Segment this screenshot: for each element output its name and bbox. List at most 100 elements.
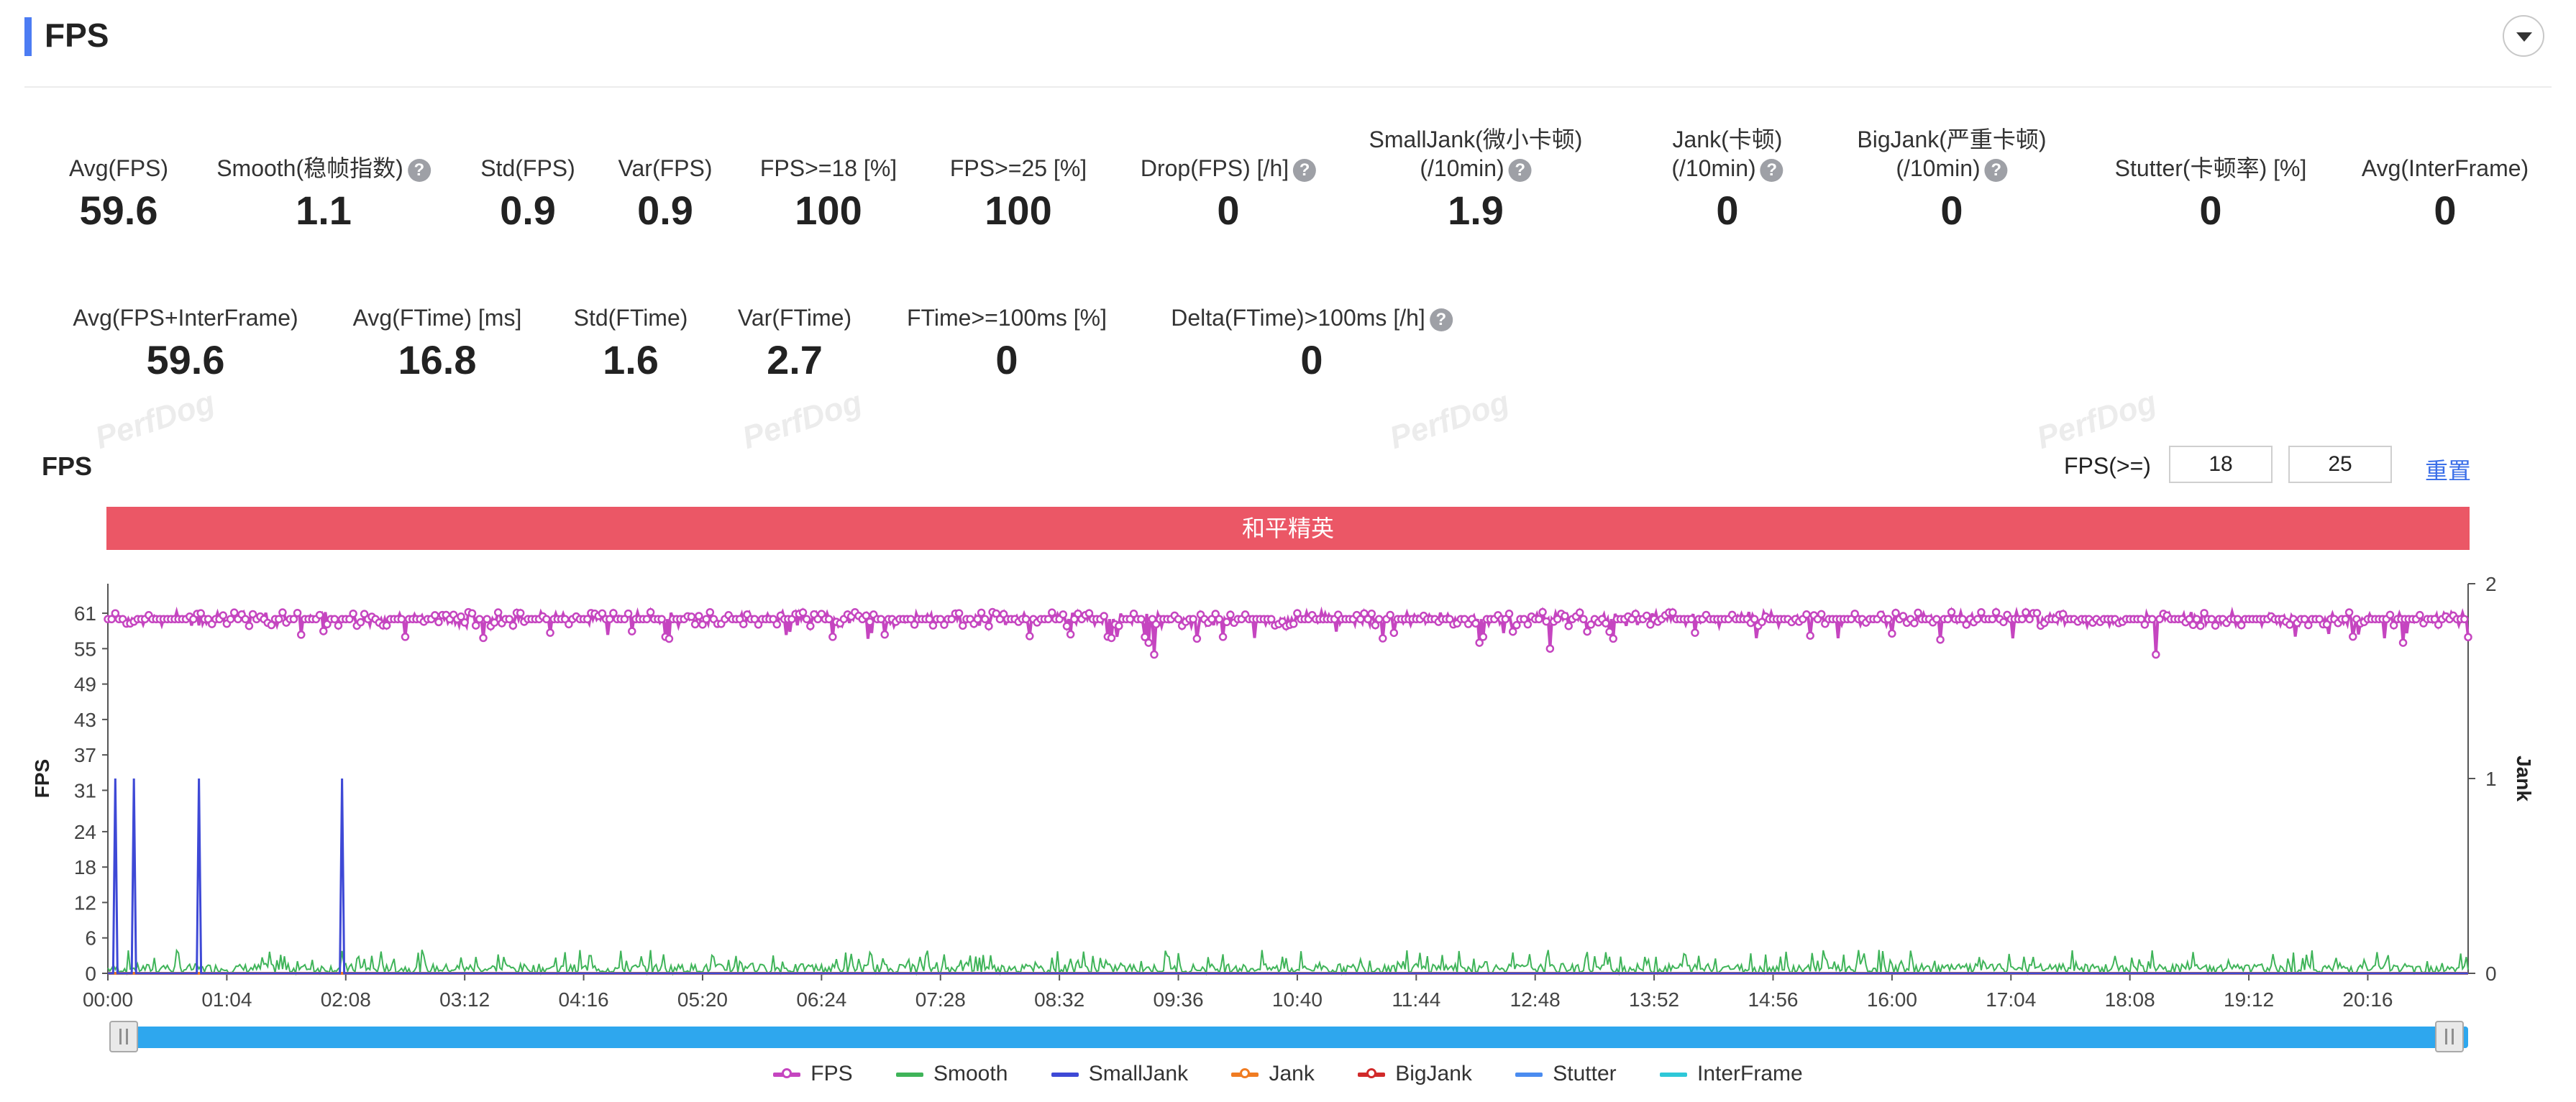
- legend-item-jank[interactable]: Jank: [1231, 1062, 1315, 1086]
- fps-point: [798, 608, 808, 617]
- help-icon[interactable]: ?: [1293, 158, 1317, 182]
- fps-point: [695, 612, 703, 620]
- fps-point: [1081, 610, 1090, 620]
- metric-label: Jank(卡顿): [1672, 127, 1783, 152]
- slider-handle-right[interactable]: [2435, 1021, 2464, 1052]
- reset-button[interactable]: 重置: [2425, 458, 2472, 484]
- fps-point: [1780, 615, 1789, 624]
- fps-point: [1683, 615, 1692, 624]
- fps-point: [1787, 617, 1796, 627]
- fps-point: [371, 615, 380, 624]
- legend-swatch: [1659, 1073, 1687, 1078]
- y-tick-label: 6: [85, 927, 96, 950]
- fps-point: [2211, 621, 2220, 630]
- fps-point: [275, 615, 283, 624]
- metric-label: SmallJank(微小卡顿): [1369, 127, 1583, 152]
- fps-point: [2118, 617, 2127, 626]
- fps-point: [1438, 615, 1447, 624]
- fps-point: [1832, 615, 1841, 624]
- watermark: PerfDog: [2032, 384, 2161, 456]
- fps-point: [453, 615, 462, 624]
- legend-item-smalljank[interactable]: SmallJank: [1051, 1062, 1188, 1086]
- metric-jank: Jank(卡顿) (/10min)? 0: [1671, 125, 1783, 234]
- legend-item-bigjank[interactable]: BigJank: [1358, 1062, 1472, 1086]
- fps-point: [2085, 615, 2093, 624]
- y-tick-label: 18: [74, 856, 96, 878]
- watermark: PerfDog: [738, 384, 867, 456]
- metric-value: 0: [1716, 188, 1739, 233]
- time-range-slider[interactable]: [111, 1027, 2468, 1048]
- help-icon[interactable]: ?: [1760, 158, 1783, 182]
- fps-point: [1657, 615, 1666, 624]
- y2-axis-title: Jank: [2513, 756, 2535, 802]
- fps-point: [2103, 615, 2112, 624]
- fps-point: [2073, 617, 2083, 626]
- fps-point: [1981, 615, 1989, 624]
- fps-threshold-label: FPS(>=): [2064, 453, 2151, 479]
- fps-point: [1348, 615, 1358, 624]
- slider-handle-left[interactable]: [109, 1021, 138, 1052]
- help-icon[interactable]: ?: [1984, 158, 2008, 182]
- fps-point: [2411, 615, 2421, 624]
- legend-item-fps[interactable]: FPS: [773, 1062, 853, 1086]
- fps-point: [613, 615, 621, 624]
- fps-point: [1029, 615, 1038, 624]
- fps-point: [1758, 617, 1766, 627]
- fps-point: [1389, 628, 1399, 638]
- metric-label: Drop(FPS) [/h]: [1140, 155, 1289, 181]
- fps-threshold-input-2[interactable]: 25: [2288, 446, 2392, 483]
- fps-point: [483, 615, 491, 624]
- metric-value: 1.1: [296, 188, 352, 233]
- metric-label: FPS>=25 [%]: [949, 155, 1087, 181]
- fps-point: [467, 609, 477, 617]
- fps-point: [1159, 615, 1168, 624]
- fps-point: [2296, 615, 2306, 624]
- fps-point: [746, 615, 755, 624]
- legend-item-smooth[interactable]: Smooth: [896, 1062, 1008, 1086]
- fps-point: [460, 618, 469, 627]
- metric-label: BigJank(严重卡顿): [1857, 127, 2047, 152]
- fps-point: [1055, 615, 1064, 624]
- fps-point: [2398, 638, 2408, 647]
- fps-point: [520, 617, 529, 626]
- legend-label: SmallJank: [1088, 1062, 1189, 1086]
- fps-point: [349, 609, 357, 618]
- fps-point: [1182, 617, 1190, 626]
- legend-item-stutter[interactable]: Stutter: [1515, 1062, 1617, 1086]
- fps-point: [1977, 608, 1986, 617]
- collapse-button[interactable]: [2503, 15, 2544, 57]
- fps-point: [2200, 609, 2209, 617]
- fps-point: [1709, 615, 1718, 624]
- metric-fps-ge-25: FPS>=25 [%] 100: [950, 154, 1087, 234]
- fps-point: [256, 612, 265, 621]
- legend-item-interframe[interactable]: InterFrame: [1659, 1062, 1803, 1086]
- fps-point: [1571, 612, 1581, 621]
- x-tick-label: 10:40: [1272, 988, 1323, 1011]
- fps-point: [2270, 615, 2279, 624]
- fps-point: [1074, 609, 1082, 618]
- fps-point: [1839, 615, 1848, 624]
- help-icon[interactable]: ?: [407, 158, 431, 182]
- fps-point: [1100, 612, 1108, 620]
- fps-point: [140, 615, 150, 624]
- fps-point: [416, 615, 424, 624]
- fps-point: [1653, 617, 1663, 626]
- fps-point: [1880, 615, 1889, 624]
- fps-point: [1129, 610, 1138, 618]
- fps-point: [1950, 615, 1960, 624]
- fps-point: [1612, 615, 1622, 624]
- fps-point: [1824, 615, 1833, 624]
- fps-point: [1888, 629, 1896, 638]
- fps-point: [1043, 615, 1053, 624]
- fps-point: [1241, 610, 1250, 619]
- help-icon[interactable]: ?: [1508, 158, 1532, 182]
- fps-point: [1356, 615, 1365, 624]
- help-icon[interactable]: ?: [1429, 308, 1453, 331]
- fps-point: [1379, 634, 1387, 643]
- legend-label: InterFrame: [1696, 1062, 1803, 1086]
- fps-point: [854, 612, 863, 620]
- fps-threshold-input-1[interactable]: 18: [2169, 446, 2273, 483]
- fps-point: [2029, 609, 2038, 617]
- fps-point: [330, 615, 339, 624]
- fps-point: [1512, 620, 1521, 630]
